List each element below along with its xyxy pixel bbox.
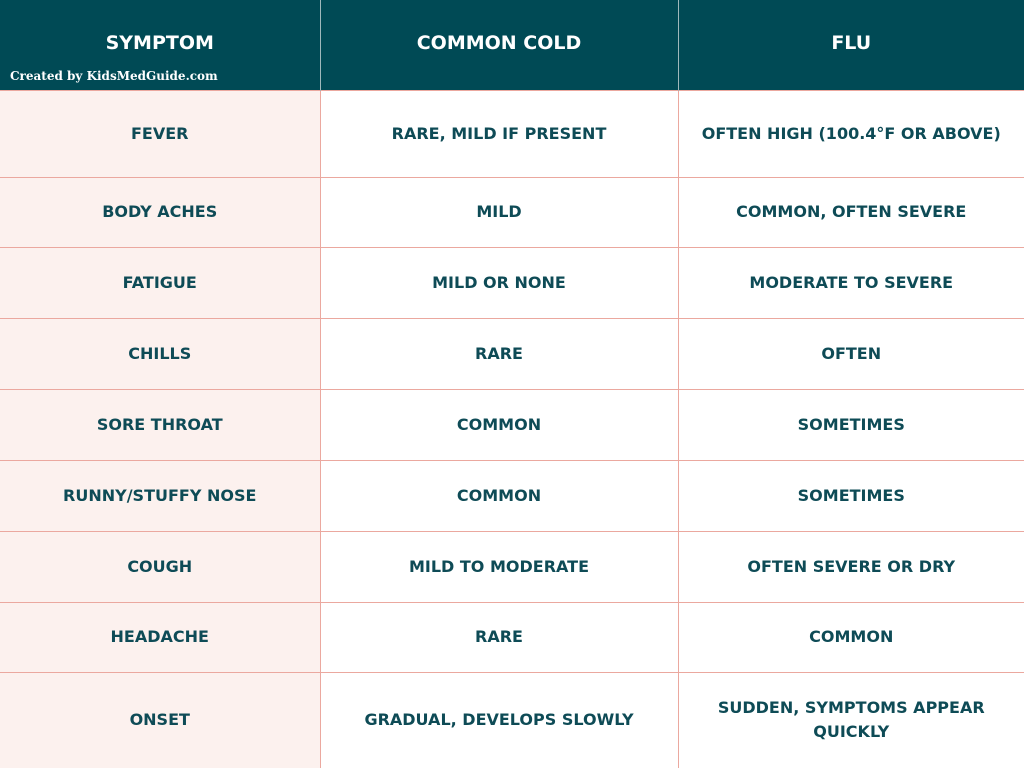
column-title: FLU: [831, 31, 872, 54]
table-row: ONSET GRADUAL, DEVELOPS SLOWLY SUDDEN, SYM…: [0, 671, 1024, 768]
value-cell: OFTEN: [677, 317, 1024, 390]
symptom-cell: ONSET: [0, 671, 321, 768]
table-row: RUNNY/STUFFY NOSE COMMON SOMETIMES: [0, 459, 1024, 532]
value-cell: COMMON: [677, 601, 1024, 673]
value-cell: RARE: [319, 317, 679, 390]
value-cell: COMMON: [319, 388, 679, 461]
value-cell: COMMON: [319, 459, 679, 532]
column-header: FLU: [678, 0, 1024, 90]
table-row: FATIGUE MILD OR NONE MODERATE TO SEVERE: [0, 246, 1024, 319]
header-row: SYMPTOM Created by KidsMedGuide.com COMMON…: [0, 0, 1024, 90]
table-row: COUGH MILD TO MODERATE OFTEN SEVERE OR DRY: [0, 530, 1024, 603]
value-cell: SOMETIMES: [677, 388, 1024, 461]
symptom-cell: FATIGUE: [0, 246, 321, 319]
value-cell: RARE: [319, 601, 679, 673]
value-cell: SUDDEN, SYMPTOMS APPEAR QUICKLY: [677, 671, 1024, 768]
value-cell: MILD OR NONE: [319, 246, 679, 319]
value-cell: RARE, MILD IF PRESENT: [319, 89, 679, 178]
table-row: BODY ACHES MILD COMMON, OFTEN SEVERE: [0, 176, 1024, 248]
value-cell: OFTEN HIGH (100.4°F OR ABOVE): [677, 89, 1024, 178]
symptom-cell: RUNNY/STUFFY NOSE: [0, 459, 321, 532]
table-row: HEADACHE RARE COMMON: [0, 601, 1024, 673]
value-cell: MILD TO MODERATE: [319, 530, 679, 603]
value-cell: MODERATE TO SEVERE: [677, 246, 1024, 319]
symptom-cell: CHILLS: [0, 317, 321, 390]
column-header: SYMPTOM Created by KidsMedGuide.com: [0, 0, 321, 90]
column-header: COMMON COLD: [320, 0, 679, 90]
column-title: SYMPTOM: [105, 31, 214, 54]
table-row: CHILLS RARE OFTEN: [0, 317, 1024, 390]
symptom-cell: COUGH: [0, 530, 321, 603]
value-cell: COMMON, OFTEN SEVERE: [677, 176, 1024, 248]
value-cell: OFTEN SEVERE OR DRY: [677, 530, 1024, 603]
value-cell: MILD: [319, 176, 679, 248]
credit: Created by KidsMedGuide.com: [10, 68, 218, 83]
table-body: FEVER RARE, MILD IF PRESENT OFTEN HIGH (10…: [0, 89, 1024, 768]
value-cell: GRADUAL, DEVELOPS SLOWLY: [319, 671, 679, 768]
symptom-cell: BODY ACHES: [0, 176, 321, 248]
value-cell: SOMETIMES: [677, 459, 1024, 532]
table-row: FEVER RARE, MILD IF PRESENT OFTEN HIGH (10…: [0, 89, 1024, 178]
symptom-cell: HEADACHE: [0, 601, 321, 673]
table-row: SORE THROAT COMMON SOMETIMES: [0, 388, 1024, 461]
symptom-cell: SORE THROAT: [0, 388, 321, 461]
table-header: SYMPTOM Created by KidsMedGuide.com COMMON…: [0, 0, 1024, 90]
column-title: COMMON COLD: [416, 31, 582, 54]
symptom-cell: FEVER: [0, 89, 321, 178]
